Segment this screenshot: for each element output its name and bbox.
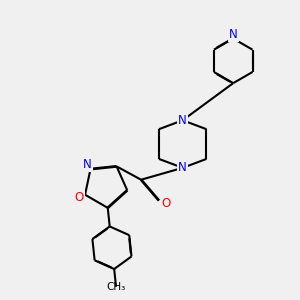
Text: O: O <box>162 197 171 210</box>
Text: N: N <box>178 161 187 174</box>
Text: O: O <box>74 191 84 204</box>
Text: N: N <box>83 158 92 171</box>
Text: N: N <box>178 114 187 127</box>
Text: N: N <box>229 28 238 41</box>
Text: CH₃: CH₃ <box>106 282 126 292</box>
